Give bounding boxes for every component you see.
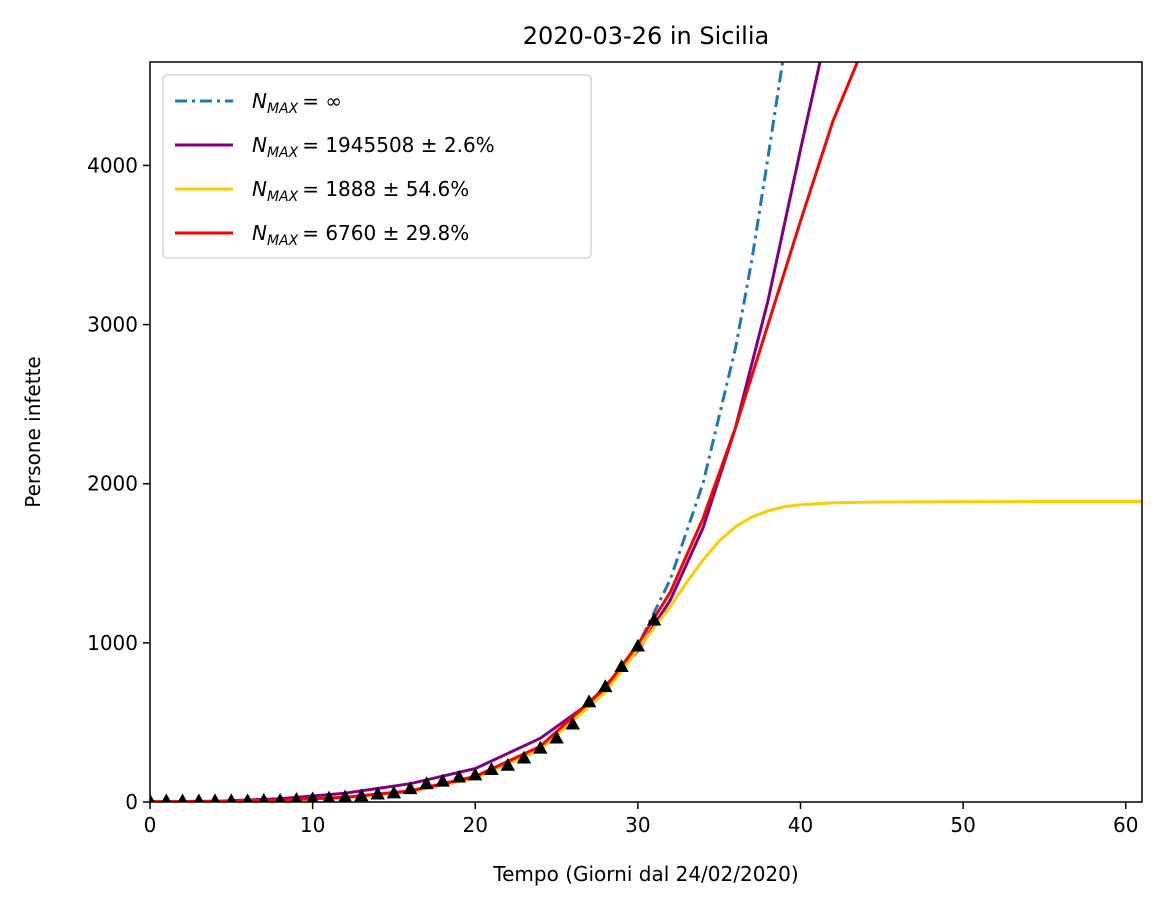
observed-point [338, 789, 353, 802]
y-axis-ticks: 0 1000 2000 3000 4000 [87, 153, 150, 814]
observed-point [549, 730, 564, 744]
observed-point [322, 790, 336, 802]
x-tick-label: 30 [625, 813, 650, 837]
observed-point [354, 788, 369, 802]
legend-label-2: NMAX = 1945508 ± 2.6% [252, 133, 495, 161]
observed-point [403, 781, 418, 795]
x-tick-label: 60 [1113, 813, 1138, 837]
x-axis-label: Tempo (Giorni dal 24/02/2020) [492, 862, 798, 886]
legend-label-3: NMAX = 1888 ± 54.6% [252, 177, 469, 205]
x-tick-label: 50 [950, 813, 975, 837]
observed-point [581, 694, 597, 708]
observed-point [516, 750, 532, 764]
observed-point [210, 793, 220, 802]
observed-point [306, 791, 319, 802]
observed-point [275, 793, 286, 802]
legend-label-1: NMAX = ∞ [252, 89, 342, 117]
observed-point [565, 716, 580, 730]
observed-point [630, 638, 646, 652]
x-tick-label: 10 [300, 813, 325, 837]
observed-point [370, 786, 385, 800]
observed-point [435, 773, 450, 787]
x-tick-label: 20 [463, 813, 488, 837]
y-tick-label: 2000 [87, 472, 138, 496]
observed-point [614, 659, 629, 672]
y-tick-label: 3000 [87, 313, 138, 337]
observed-point [177, 793, 188, 802]
observed-point [468, 767, 483, 781]
y-axis-label: Persone infette [21, 356, 45, 507]
chart-title: 2020-03-26 in Sicilia [523, 22, 769, 50]
observed-point [194, 793, 204, 802]
legend-box [162, 74, 592, 259]
x-tick-label: 40 [788, 813, 813, 837]
observed-point [598, 679, 613, 693]
observed-point [242, 793, 253, 802]
observed-point [484, 762, 499, 775]
x-axis-ticks: 0 10 20 30 40 50 60 [144, 802, 1138, 837]
observed-point [258, 793, 269, 802]
x-tick-label: 0 [144, 813, 157, 837]
observed-point [290, 792, 302, 802]
observed-point [150, 793, 155, 802]
legend: NMAX = ∞ NMAX = 1945508 ± 2.6% NMAX = 1888 ± … [162, 74, 592, 259]
observed-point [226, 793, 237, 802]
observed-point [533, 740, 548, 754]
observed-point [161, 793, 172, 802]
legend-label-4: NMAX = 6760 ± 29.8% [252, 221, 469, 249]
observed-point [646, 612, 662, 626]
observed-point [419, 776, 434, 790]
y-tick-label: 4000 [87, 153, 138, 177]
observed-points-layer [150, 612, 662, 802]
observed-point [386, 785, 402, 799]
observed-point [500, 758, 515, 771]
observed-point [451, 769, 467, 783]
y-tick-label: 1000 [87, 631, 138, 655]
plot-frame [149, 61, 1143, 803]
y-tick-label: 0 [125, 790, 138, 814]
